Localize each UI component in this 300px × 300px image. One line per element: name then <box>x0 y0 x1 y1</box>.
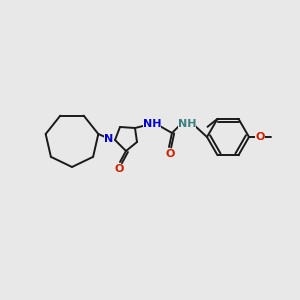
Text: O: O <box>255 132 265 142</box>
Text: N: N <box>104 134 114 144</box>
Text: O: O <box>114 164 124 174</box>
Text: NH: NH <box>178 119 196 129</box>
Text: NH: NH <box>143 119 161 129</box>
Text: O: O <box>165 149 175 159</box>
